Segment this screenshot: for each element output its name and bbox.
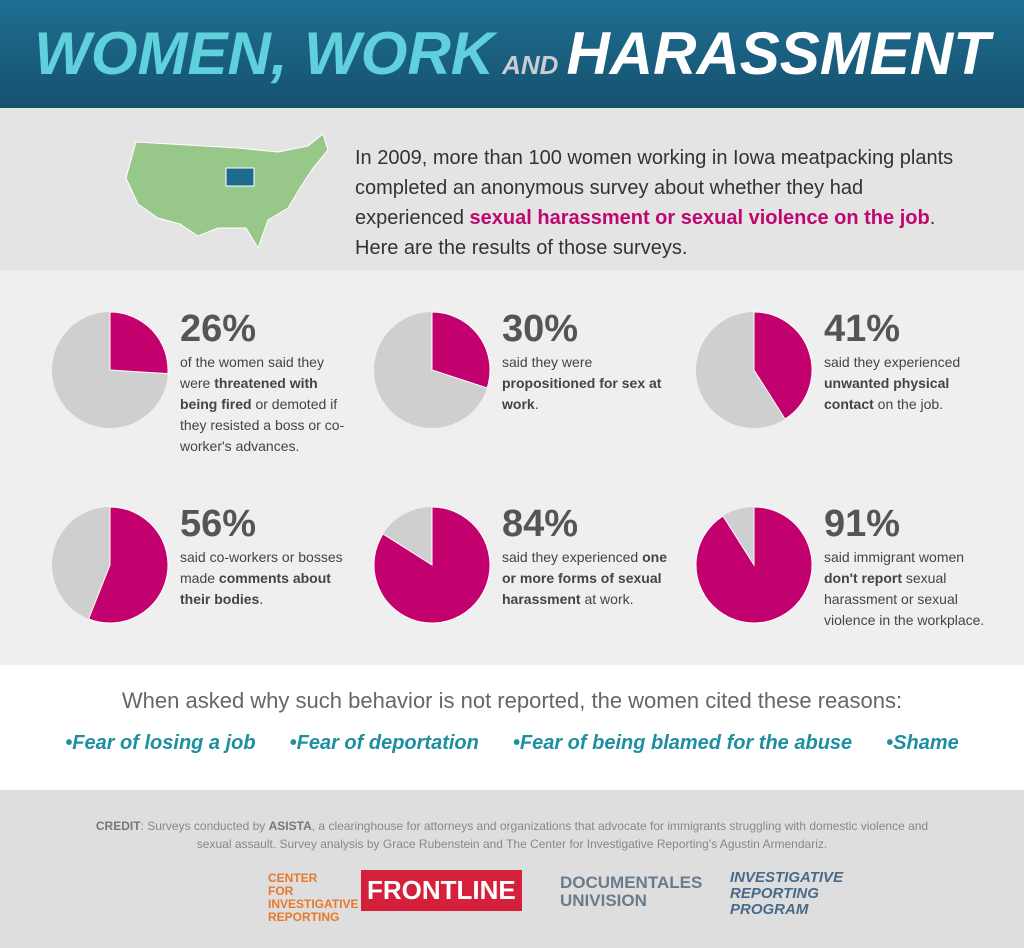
- pie-description: said they were propositioned for sex at …: [502, 352, 677, 415]
- pie-slice: [87, 506, 169, 624]
- pies: [52, 311, 813, 624]
- logo: FRONTLINE: [361, 870, 522, 911]
- pie-description: said co-workers or bosses made comments …: [180, 547, 355, 610]
- logo: INVESTIGATIVE REPORTING PROGRAM: [730, 869, 844, 918]
- percent-label: 84%: [502, 503, 579, 545]
- pie-slice: [753, 311, 813, 420]
- percent-label: 56%: [180, 503, 257, 545]
- reason: Fear of deportation: [290, 732, 479, 755]
- reasons: Fear of losing a job Fear of deportation F…: [0, 732, 1024, 755]
- text-segment: said they were: [502, 354, 593, 370]
- percent-label: 41%: [824, 308, 901, 350]
- reasons-band: [0, 665, 1024, 790]
- text-segment: . Here are the results of those surveys.: [355, 207, 936, 259]
- reason: Fear of losing a job: [65, 732, 255, 755]
- reason: Shame: [886, 732, 959, 755]
- text-segment: propositioned for sex at work: [502, 375, 662, 412]
- text-segment: threatened with being fired: [180, 375, 318, 412]
- header: WOMEN, WORK AND HARASSMENT: [0, 0, 1024, 108]
- intro-text: In 2009, more than 100 women working in …: [355, 143, 965, 263]
- title: AND: [502, 50, 559, 80]
- pie-slice: [373, 506, 491, 624]
- percent-label: 91%: [824, 503, 901, 545]
- pie-description: said immigrant women don't report sexual…: [824, 547, 999, 631]
- title: HARASSMENT: [566, 20, 990, 87]
- text-segment: don't report: [824, 570, 902, 586]
- reason: Fear of being blamed for the abuse: [513, 732, 852, 755]
- percent-label: 30%: [502, 308, 579, 350]
- text-segment: said co-workers or bosses made: [180, 549, 343, 586]
- text-segment: CREDIT: [95, 819, 141, 833]
- text-segment: In 2009, more than 100 women working in …: [355, 147, 954, 229]
- percent-label: 26%: [180, 308, 257, 350]
- text-segment: said they experienced: [502, 549, 643, 565]
- text-segment: .: [259, 591, 264, 607]
- pie-slice: [431, 311, 491, 389]
- logo: CENTER FOR INVESTIGATIVE REPORTING: [268, 871, 359, 924]
- text-segment: sexual harassment or sexual violence on …: [469, 207, 930, 229]
- text-segment: ASISTA: [268, 819, 312, 833]
- logo: DOCUMENTALES UNIVISION: [560, 873, 703, 910]
- text-segment: sexual harassment or sexual violence in …: [824, 570, 985, 628]
- text-segment: .: [534, 396, 539, 412]
- text-segment: of the women said they were: [180, 354, 324, 391]
- reasons-intro: When asked why such behavior is not repo…: [121, 688, 903, 713]
- text-segment: comments about their bodies: [180, 570, 331, 607]
- text-segment: : Surveys conducted by: [140, 819, 269, 833]
- text-segment: said they experienced: [824, 354, 961, 370]
- credit: CREDIT: Surveys conducted by ASISTA, a c…: [80, 817, 944, 853]
- title: WOMEN, WORK: [34, 20, 495, 87]
- pie-slice: [695, 506, 813, 624]
- text-segment: one or more forms of sexual harassment: [502, 549, 667, 607]
- text-segment: said immigrant women: [824, 549, 965, 565]
- pie-description: said they experienced one or more forms …: [502, 547, 677, 610]
- text-segment: at work.: [580, 591, 634, 607]
- text-segment: or demoted if they resisted a boss or co…: [180, 396, 345, 454]
- text-segment: unwanted physical contact: [824, 375, 950, 412]
- us-map: [125, 133, 329, 250]
- pie-slice: [109, 311, 169, 375]
- pie-description: of the women said they were threatened w…: [180, 352, 355, 457]
- text-segment: , a clearinghouse for attorneys and orga…: [196, 819, 929, 851]
- text-segment: on the job.: [873, 396, 944, 412]
- credit-band: [0, 790, 1024, 948]
- pie-description: said they experienced unwanted physical …: [824, 352, 999, 415]
